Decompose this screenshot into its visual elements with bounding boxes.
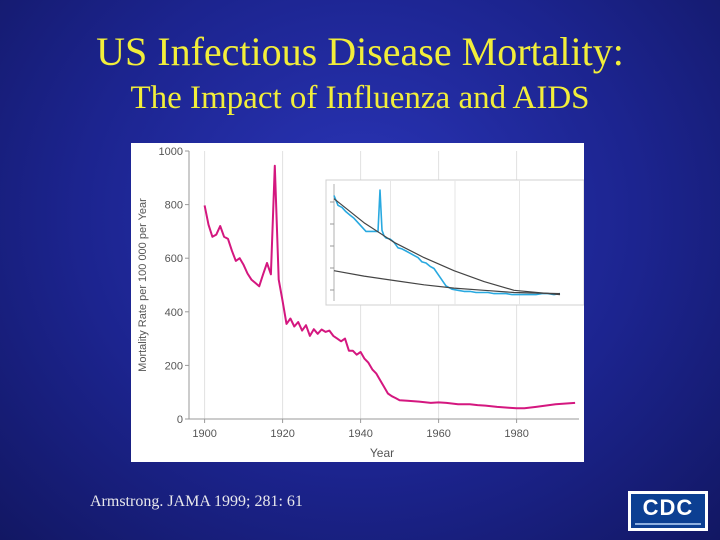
y-tick-label: 600 bbox=[165, 253, 183, 265]
slide-title: US Infectious Disease Mortality: bbox=[96, 29, 624, 74]
y-axis-title: Mortality Rate per 100 000 per Year bbox=[137, 198, 149, 372]
cdc-logo: CDC bbox=[628, 491, 708, 531]
y-tick-label: 0 bbox=[177, 414, 183, 426]
x-axis-title: Year bbox=[370, 446, 394, 460]
x-tick-label: 1900 bbox=[192, 428, 216, 440]
x-tick-label: 1980 bbox=[504, 428, 528, 440]
y-tick-label: 1000 bbox=[159, 146, 183, 158]
inset-trend-line bbox=[333, 198, 561, 296]
y-tick-label: 400 bbox=[165, 307, 183, 319]
inset-observed-line bbox=[333, 189, 561, 296]
cdc-logo-stripe bbox=[635, 523, 701, 525]
x-tick-label: 1920 bbox=[270, 428, 294, 440]
chart-canvas: 1000 800 600 400 200 0 1900 1920 1940 1960 1980 Yea… bbox=[137, 146, 584, 460]
cdc-logo-text: CDC bbox=[642, 495, 694, 520]
inset-baseline-line bbox=[333, 270, 561, 295]
x-tick-label: 1940 bbox=[348, 428, 372, 440]
slide-subtitle: The Impact of Influenza and AIDS bbox=[130, 80, 590, 116]
mortality-chart: 1000 800 600 400 200 0 1900 1920 1940 1960 1980 Yea… bbox=[131, 143, 584, 462]
mortality-line bbox=[203, 164, 576, 410]
y-tick-label: 800 bbox=[165, 200, 183, 212]
x-tick-label: 1960 bbox=[426, 428, 450, 440]
citation-text: Armstrong. JAMA 1999; 281: 61 bbox=[90, 493, 303, 510]
y-tick-label: 200 bbox=[165, 360, 183, 372]
